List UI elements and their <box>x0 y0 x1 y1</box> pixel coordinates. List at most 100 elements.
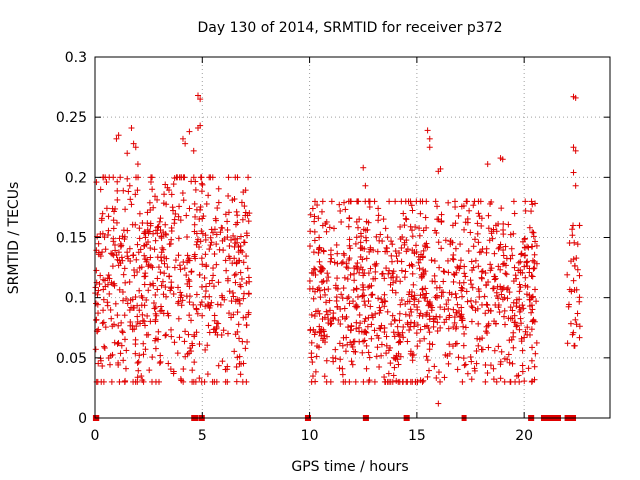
data-point <box>330 225 337 232</box>
data-point <box>136 264 143 271</box>
data-point <box>224 226 231 233</box>
data-point <box>519 347 526 354</box>
data-point <box>432 294 439 301</box>
data-point <box>454 263 461 270</box>
data-point <box>366 203 373 210</box>
data-point <box>521 244 528 251</box>
data-point <box>467 229 474 236</box>
data-point <box>482 310 489 317</box>
data-point <box>396 249 403 256</box>
data-point <box>100 296 107 303</box>
data-point <box>176 334 183 341</box>
data-point <box>164 264 171 271</box>
data-point <box>95 240 102 247</box>
data-point <box>188 317 195 324</box>
data-point <box>215 185 222 192</box>
data-point <box>129 221 136 228</box>
data-point <box>242 209 249 216</box>
data-point <box>134 161 141 168</box>
data-point <box>226 310 233 317</box>
data-point <box>511 312 518 319</box>
data-point <box>490 226 497 233</box>
data-point <box>359 349 366 356</box>
data-point <box>455 265 462 272</box>
data-point <box>462 361 469 368</box>
data-point <box>175 284 182 291</box>
data-point <box>469 304 476 311</box>
data-point <box>215 279 222 286</box>
data-point <box>122 365 129 372</box>
data-point <box>356 311 363 318</box>
data-point <box>423 353 430 360</box>
data-point <box>132 350 139 357</box>
x-tick-label: 0 <box>91 428 100 444</box>
data-point <box>362 302 369 309</box>
data-point <box>529 243 536 250</box>
data-point <box>381 303 388 310</box>
data-point <box>236 300 243 307</box>
data-point <box>474 305 481 312</box>
data-point <box>136 210 143 217</box>
data-point <box>177 217 184 224</box>
data-point <box>184 233 191 240</box>
data-point <box>332 346 339 353</box>
data-point <box>121 336 128 343</box>
data-point <box>201 274 208 281</box>
data-point <box>483 249 490 256</box>
data-point <box>180 378 187 385</box>
data-point <box>445 297 452 304</box>
data-point <box>473 347 480 354</box>
data-point <box>482 378 489 385</box>
data-point <box>146 199 153 206</box>
data-point <box>574 310 581 317</box>
data-point <box>145 287 152 294</box>
data-point <box>199 261 206 268</box>
data-point <box>478 274 485 281</box>
data-point <box>196 341 203 348</box>
data-point <box>363 255 370 262</box>
data-point <box>220 327 227 334</box>
data-point <box>346 300 353 307</box>
data-point <box>485 225 492 232</box>
data-point <box>359 292 366 299</box>
data-point <box>161 260 168 267</box>
data-point <box>353 286 360 293</box>
data-point <box>327 378 334 385</box>
data-point <box>368 321 375 328</box>
data-point <box>178 302 185 309</box>
data-point <box>315 344 322 351</box>
data-point <box>396 310 403 317</box>
data-point <box>419 378 426 385</box>
data-point <box>140 351 147 358</box>
data-point <box>188 268 195 275</box>
data-point <box>339 295 346 302</box>
data-point <box>144 209 151 216</box>
data-point <box>187 345 194 352</box>
data-point <box>409 207 416 214</box>
data-point <box>401 274 408 281</box>
data-point <box>97 272 104 279</box>
data-point <box>102 246 109 253</box>
data-point <box>494 283 501 290</box>
y-tick-label: 0.25 <box>56 110 87 126</box>
data-point <box>435 369 442 376</box>
data-point <box>244 265 251 272</box>
data-point <box>191 200 198 207</box>
data-point <box>331 259 338 266</box>
data-point <box>440 278 447 285</box>
data-point <box>497 241 504 248</box>
data-point <box>449 343 456 350</box>
data-point <box>383 342 390 349</box>
data-point <box>360 272 367 279</box>
data-point <box>145 331 152 338</box>
data-point <box>528 357 535 364</box>
data-point <box>375 217 382 224</box>
data-point <box>323 228 330 235</box>
data-point <box>103 205 110 212</box>
data-point <box>323 357 330 364</box>
data-point <box>408 227 415 234</box>
data-point <box>381 291 388 298</box>
data-point <box>213 241 220 248</box>
data-point <box>348 323 355 330</box>
data-point <box>236 281 243 288</box>
